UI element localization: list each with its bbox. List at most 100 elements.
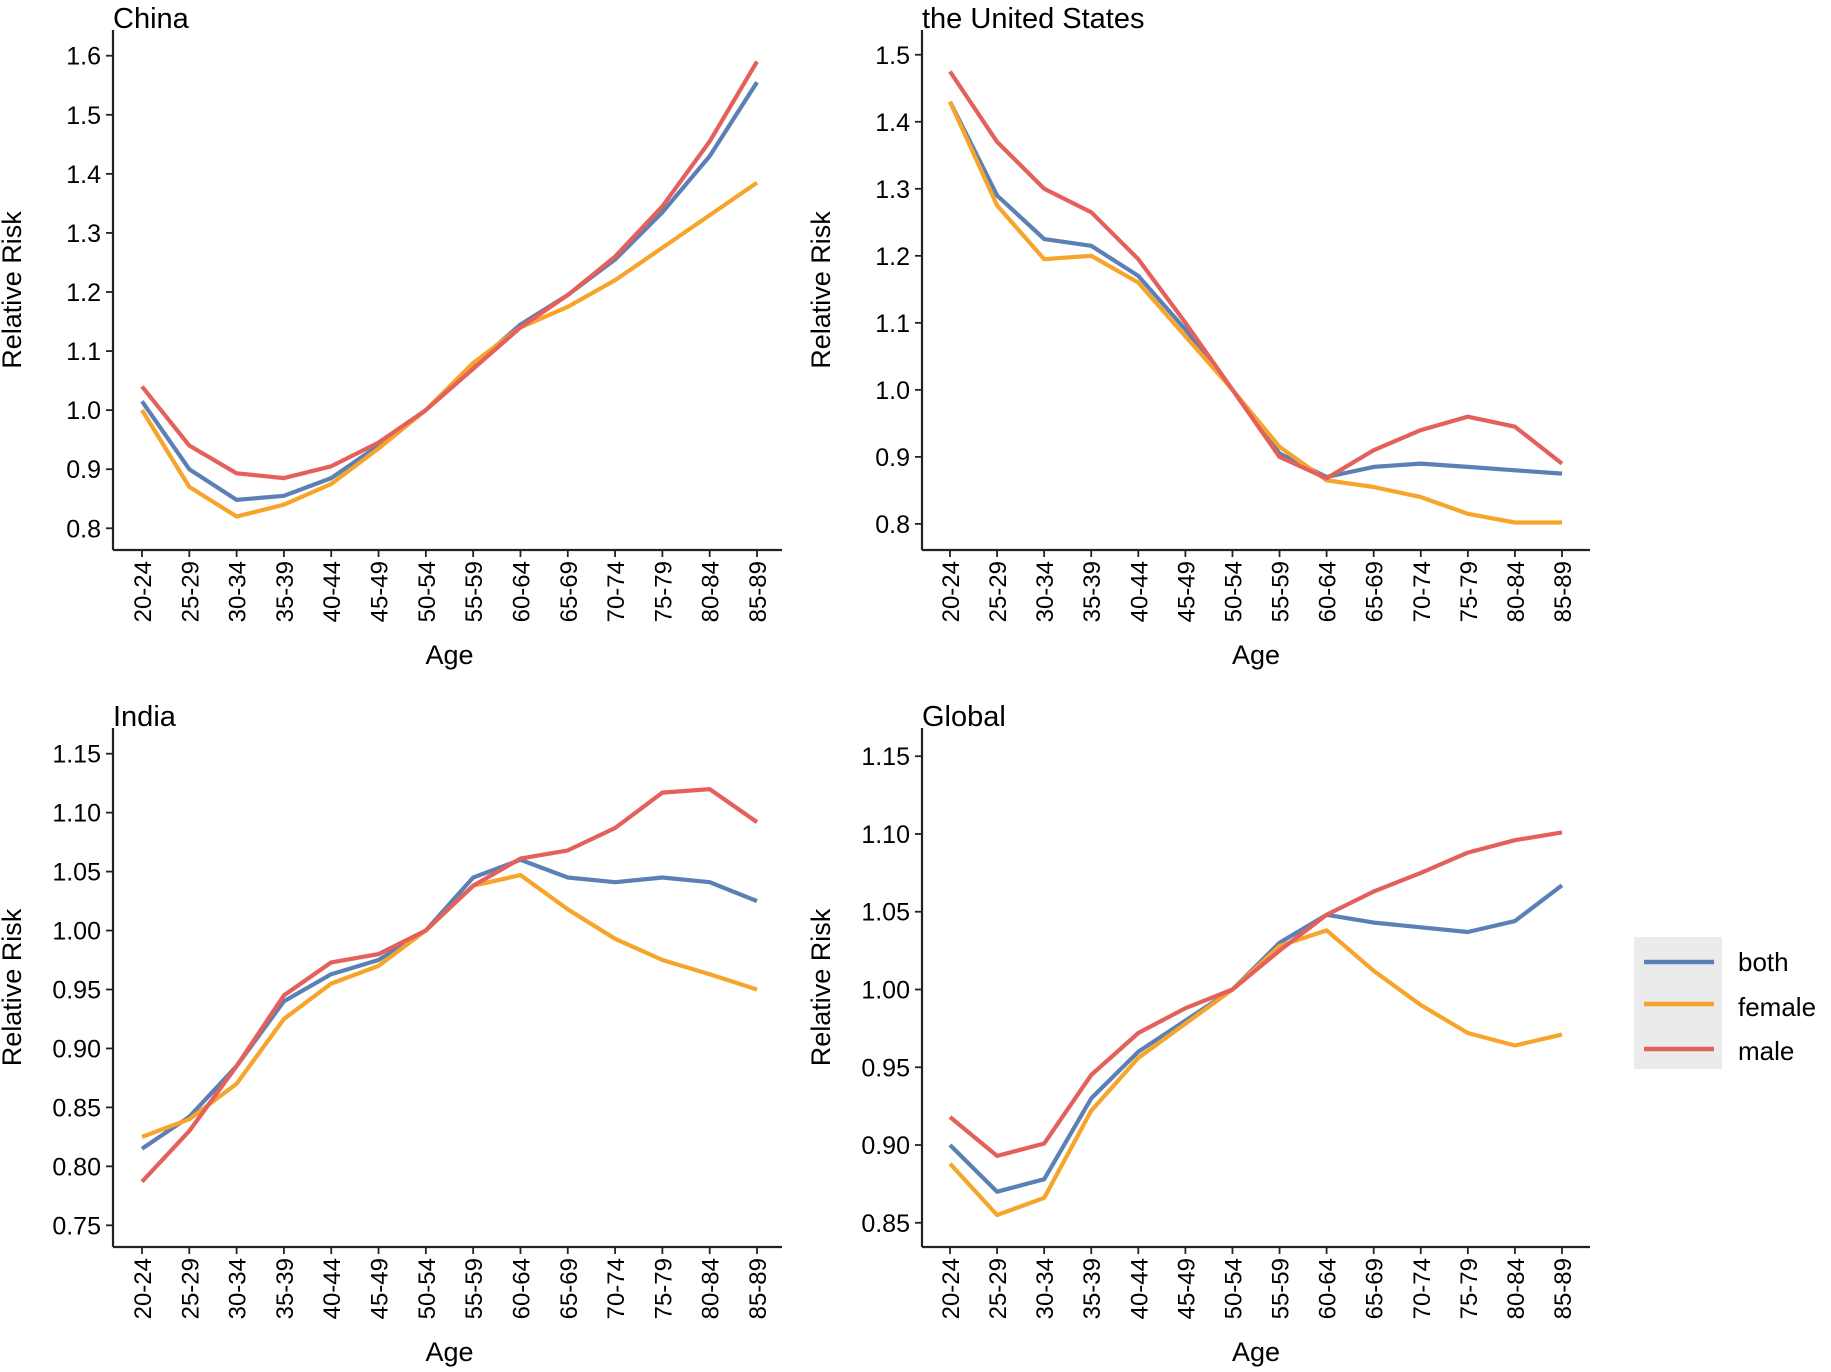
y-tick-label: 0.9: [875, 444, 910, 472]
x-tick-label: 20-24: [130, 1258, 157, 1319]
x-tick-label: 35-39: [272, 561, 299, 622]
x-axis-label: Age: [1232, 1337, 1280, 1367]
x-tick-label: 70-74: [1409, 561, 1436, 622]
y-tick-label: 1.2: [66, 279, 101, 307]
x-tick-label: 30-34: [225, 561, 252, 622]
x-tick-label: 35-39: [1079, 1258, 1106, 1319]
panel-title: Global: [922, 701, 1006, 733]
panel-title: the United States: [922, 3, 1144, 35]
x-tick-label: 55-59: [461, 561, 488, 622]
y-tick-label: 1.6: [66, 43, 101, 71]
x-tick-label: 40-44: [1126, 561, 1153, 622]
y-axis-label: Relative Risk: [806, 908, 836, 1066]
x-tick-label: 45-49: [367, 561, 394, 622]
y-tick-label: 1.15: [861, 743, 910, 771]
series-line-female: [948, 928, 1563, 1218]
x-tick-label: 60-64: [508, 1258, 535, 1319]
series-line-female: [140, 180, 759, 519]
panel-title: China: [113, 3, 190, 35]
x-axis-label: Age: [425, 1337, 473, 1367]
x-tick-label: 80-84: [1503, 561, 1530, 622]
y-tick-label: 0.85: [52, 1094, 101, 1122]
x-axis-label: Age: [425, 640, 473, 670]
legend-label-female: female: [1738, 992, 1816, 1022]
x-tick-label: 20-24: [130, 561, 157, 622]
x-tick-label: 70-74: [1409, 1258, 1436, 1319]
x-tick-label: 80-84: [698, 561, 725, 622]
x-tick-label: 55-59: [1268, 561, 1295, 622]
y-tick-label: 1.10: [52, 800, 101, 828]
y-tick-label: 0.95: [52, 977, 101, 1005]
x-tick-label: 20-24: [938, 561, 965, 622]
series-line-both: [140, 857, 758, 1151]
x-tick-label: 30-34: [1032, 1258, 1059, 1319]
x-tick-label: 85-89: [745, 1258, 772, 1319]
series-line-female: [948, 100, 1562, 525]
series-line-both: [140, 81, 759, 502]
x-tick-label: 50-54: [1220, 561, 1247, 622]
y-tick-label: 1.4: [875, 109, 910, 137]
series-line-male: [948, 830, 1563, 1159]
y-tick-label: 0.95: [861, 1054, 910, 1082]
x-tick-label: 50-54: [1220, 1258, 1247, 1319]
y-tick-label: 0.9: [66, 456, 101, 484]
x-tick-label: 30-34: [1032, 561, 1059, 622]
y-tick-label: 1.00: [861, 977, 910, 1005]
y-tick-label: 1.0: [66, 397, 101, 425]
x-tick-label: 60-64: [508, 561, 535, 622]
x-tick-label: 40-44: [319, 561, 346, 622]
x-tick-label: 80-84: [698, 1258, 725, 1319]
y-tick-label: 1.05: [52, 859, 101, 887]
x-tick-label: 45-49: [367, 1258, 394, 1319]
x-tick-label: 40-44: [319, 1258, 346, 1319]
x-tick-label: 55-59: [461, 1258, 488, 1319]
y-tick-label: 1.1: [66, 338, 101, 366]
x-tick-label: 30-34: [225, 1258, 252, 1319]
y-tick-label: 1.3: [66, 220, 101, 248]
panel-china: China 0.8 0.9 1.0 1.1 1.2 1.3 1.4 1.5 1.6 20-24 25-…: [0, 3, 782, 670]
x-tick-label: 65-69: [556, 1258, 583, 1319]
series-line-female: [141, 872, 758, 1139]
x-tick-label: 25-29: [985, 561, 1012, 622]
x-tick-label: 65-69: [556, 561, 583, 622]
x-tick-label: 20-24: [938, 1258, 965, 1319]
x-tick-label: 65-69: [1362, 561, 1389, 622]
x-tick-label: 75-79: [650, 561, 677, 622]
y-tick-label: 0.80: [52, 1153, 101, 1181]
x-tick-label: 40-44: [1126, 1258, 1153, 1319]
legend-label-both: both: [1738, 947, 1789, 977]
panel-india: India 0.75 0.80 0.85 0.90 0.95 1.00 1.05 1.10 1.1…: [0, 701, 782, 1367]
series-line-male: [140, 60, 759, 481]
x-tick-label: 65-69: [1362, 1258, 1389, 1319]
y-tick-label: 1.05: [861, 899, 910, 927]
y-tick-label: 0.8: [875, 511, 910, 539]
x-tick-label: 85-89: [1550, 561, 1577, 622]
x-tick-label: 85-89: [1550, 1258, 1577, 1319]
x-tick-label: 25-29: [985, 1258, 1012, 1319]
y-tick-label: 0.75: [52, 1212, 101, 1240]
x-tick-label: 35-39: [1079, 561, 1106, 622]
x-tick-label: 25-29: [177, 561, 204, 622]
y-tick-label: 1.0: [875, 377, 910, 405]
x-axis-label: Age: [1232, 640, 1280, 670]
x-tick-label: 50-54: [414, 561, 441, 622]
y-axis-label: Relative Risk: [0, 211, 27, 369]
y-tick-label: 1.2: [875, 243, 910, 271]
y-tick-label: 1.10: [861, 821, 910, 849]
x-tick-label: 50-54: [414, 1258, 441, 1319]
y-tick-label: 0.8: [66, 515, 101, 543]
x-tick-label: 70-74: [603, 561, 630, 622]
y-tick-label: 1.5: [66, 102, 101, 130]
x-tick-label: 75-79: [650, 1258, 677, 1319]
y-tick-label: 1.15: [52, 741, 101, 769]
series-line-male: [948, 70, 1564, 481]
x-tick-label: 25-29: [177, 1258, 204, 1319]
y-tick-label: 1.3: [875, 176, 910, 204]
y-tick-label: 0.85: [861, 1210, 910, 1238]
y-tick-label: 1.00: [52, 918, 101, 946]
x-tick-label: 55-59: [1268, 1258, 1295, 1319]
panel-global: Global 0.85 0.90 0.95 1.00 1.05 1.10 1.15 20-24 2…: [806, 701, 1590, 1367]
y-tick-label: 1.4: [66, 161, 101, 189]
y-tick-label: 1.5: [875, 42, 910, 70]
